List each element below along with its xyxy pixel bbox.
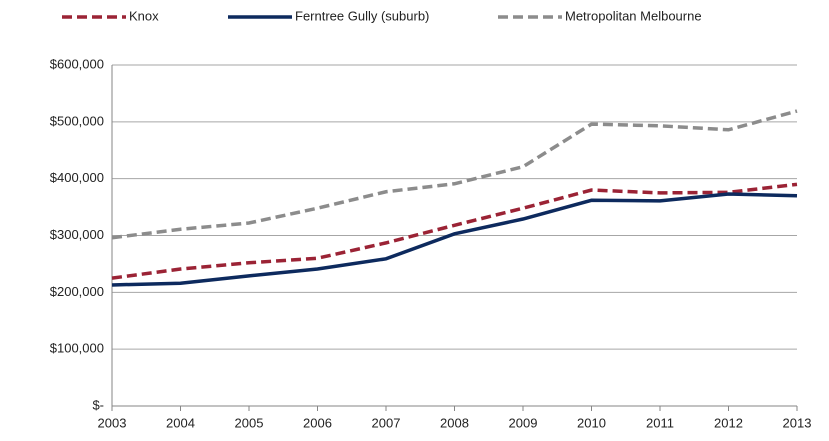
x-tick-label: 2012 <box>714 415 743 430</box>
x-tick-label: 2006 <box>303 415 332 430</box>
y-tick-label: $100,000 <box>50 341 104 356</box>
y-tick-label: $600,000 <box>50 56 104 71</box>
x-tick-label: 2013 <box>783 415 812 430</box>
x-tick-label: 2010 <box>577 415 606 430</box>
x-tick-label: 2003 <box>98 415 127 430</box>
series-line <box>111 109 798 240</box>
legend-label: Knox <box>129 8 159 23</box>
series-line <box>111 182 798 280</box>
y-tick-label: $500,000 <box>50 113 104 128</box>
x-tick-label: 2005 <box>235 415 264 430</box>
x-tick-label: 2007 <box>372 415 401 430</box>
y-tick-label: $200,000 <box>50 284 104 299</box>
x-tick-label: 2011 <box>646 415 674 430</box>
x-tick-label: 2008 <box>440 415 469 430</box>
x-tick-label: 2004 <box>166 415 195 430</box>
series-line <box>111 192 798 287</box>
x-tick-label: 2009 <box>509 415 538 430</box>
y-tick-label: $300,000 <box>50 227 104 242</box>
y-tick-label: $- <box>92 397 104 412</box>
y-tick-label: $400,000 <box>50 170 104 185</box>
legend-label: Ferntree Gully (suburb) <box>295 8 429 23</box>
legend-label: Metropolitan Melbourne <box>565 8 702 23</box>
